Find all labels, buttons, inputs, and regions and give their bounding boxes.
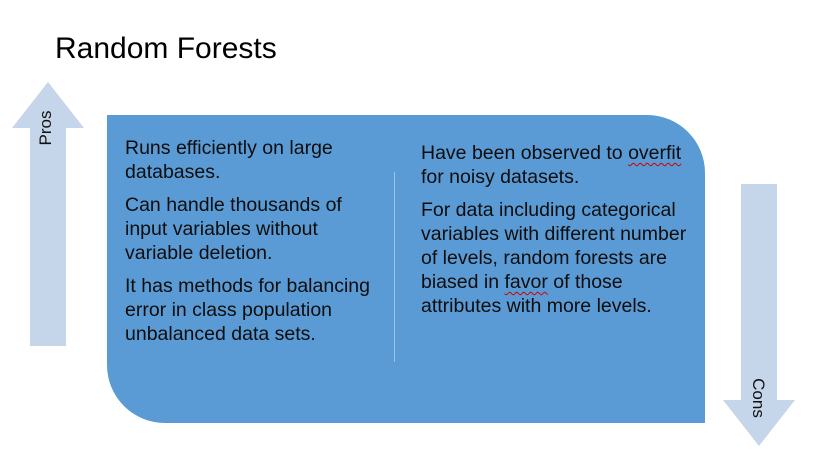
cons-list: Have been observed to overfit for noisy … (421, 141, 696, 327)
pros-item: Can handle thousands of input variables … (125, 194, 342, 264)
cons-item: Have been observed to overfit for noisy … (421, 141, 696, 189)
pros-up-arrow-icon (12, 82, 84, 346)
cons-label: Cons (749, 378, 768, 418)
pros-item: Runs efficiently on large databases. (125, 137, 333, 183)
cons-down-arrow-icon (723, 184, 795, 446)
spellcheck-flagged-word: favor (504, 271, 548, 293)
column-divider (394, 172, 395, 362)
content-panel (107, 115, 705, 423)
pros-item: It has methods for balancing error in cl… (125, 275, 370, 345)
cons-item-text: of those attributes with more levels. (421, 271, 652, 317)
cons-item: For data including categorical variables… (421, 198, 696, 318)
cons-item-text: Have been observed to (421, 142, 623, 164)
spellcheck-flagged-word: overfit (628, 142, 682, 164)
cons-item-text: for noisy datasets. (421, 166, 580, 188)
pros-label: Pros (36, 110, 55, 146)
pros-list: Runs efficiently on large databases. Can… (125, 136, 385, 355)
cons-item-text: For data including categorical variables… (421, 199, 687, 293)
slide-title: Random Forests (55, 32, 277, 65)
